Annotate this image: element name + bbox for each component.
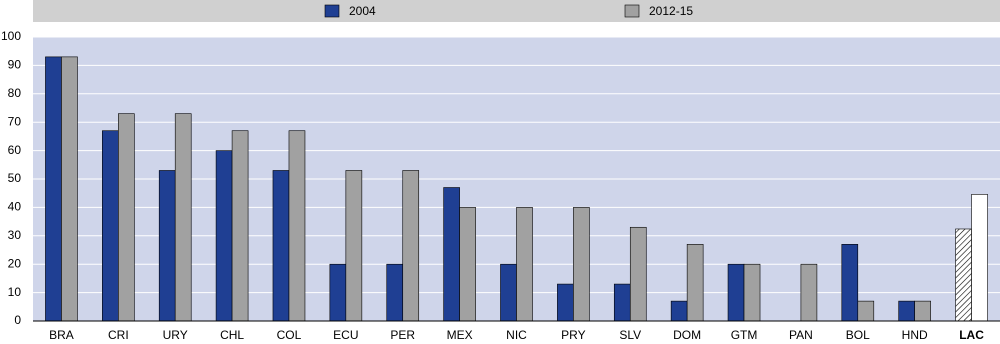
- x-tick-label: HND: [902, 328, 928, 342]
- bar: [557, 283, 574, 322]
- legend-label: 2004: [349, 4, 376, 18]
- bar: [231, 130, 249, 322]
- legend-swatch: [324, 4, 340, 18]
- bar: [670, 300, 688, 322]
- bar: [857, 300, 875, 322]
- x-tick-label: URY: [163, 328, 188, 342]
- bar: [459, 207, 476, 322]
- x-tick-label: CRI: [108, 328, 129, 342]
- bar: [118, 113, 135, 322]
- legend-swatch: [624, 4, 640, 18]
- x-tick-label: COL: [277, 328, 302, 342]
- bar: [841, 244, 859, 322]
- legend-background: [33, 0, 1000, 22]
- y-tick-label: 70: [8, 114, 22, 128]
- y-tick-label: 10: [8, 285, 22, 299]
- y-tick-label: 80: [8, 86, 22, 100]
- y-tick-label: 0: [14, 313, 21, 327]
- x-tick-label: ECU: [333, 328, 358, 342]
- y-tick-label: 60: [8, 143, 22, 157]
- x-tick-label: CHL: [220, 328, 244, 342]
- legend-label: 2012-15: [649, 4, 693, 18]
- bar: [158, 170, 176, 322]
- bar: [516, 207, 533, 322]
- bar: [955, 228, 972, 322]
- x-tick-label: MEX: [447, 328, 473, 342]
- bar: [174, 113, 192, 322]
- x-tick-label: NIC: [506, 328, 527, 342]
- bar: [743, 263, 761, 322]
- bar: [573, 207, 590, 322]
- x-tick-label: PRY: [561, 328, 585, 342]
- bar: [61, 56, 78, 322]
- x-tick-label: BOL: [846, 328, 870, 342]
- y-tick-label: 40: [8, 200, 22, 214]
- bar: [686, 244, 704, 322]
- bar: [215, 150, 233, 322]
- x-tick-label: LAC: [959, 328, 984, 342]
- bar: [386, 263, 404, 322]
- bar: [272, 170, 290, 322]
- bar: [345, 170, 363, 322]
- y-tick-label: 90: [8, 58, 22, 72]
- y-tick-label: 30: [8, 228, 22, 242]
- bar: [898, 300, 915, 322]
- x-tick-label: BRA: [49, 328, 74, 342]
- bar: [500, 263, 517, 322]
- bar: [102, 130, 119, 322]
- bar: [914, 300, 931, 322]
- bar: [629, 226, 647, 322]
- bar: [800, 263, 818, 322]
- x-tick-label: SLV: [619, 328, 641, 342]
- x-tick-label: GTM: [731, 328, 758, 342]
- bar: [971, 194, 988, 322]
- bar: [45, 56, 62, 322]
- y-tick-label: 50: [8, 171, 22, 185]
- x-tick-label: PAN: [789, 328, 813, 342]
- bar: [402, 170, 420, 322]
- bar: [329, 263, 347, 322]
- bar: [613, 283, 631, 322]
- bar: [443, 187, 460, 322]
- y-tick-label: 20: [8, 256, 22, 270]
- y-tick-label: 100: [1, 29, 21, 43]
- x-tick-label: DOM: [673, 328, 701, 342]
- bar: [727, 263, 745, 322]
- bar: [288, 130, 306, 322]
- x-tick-label: PER: [390, 328, 415, 342]
